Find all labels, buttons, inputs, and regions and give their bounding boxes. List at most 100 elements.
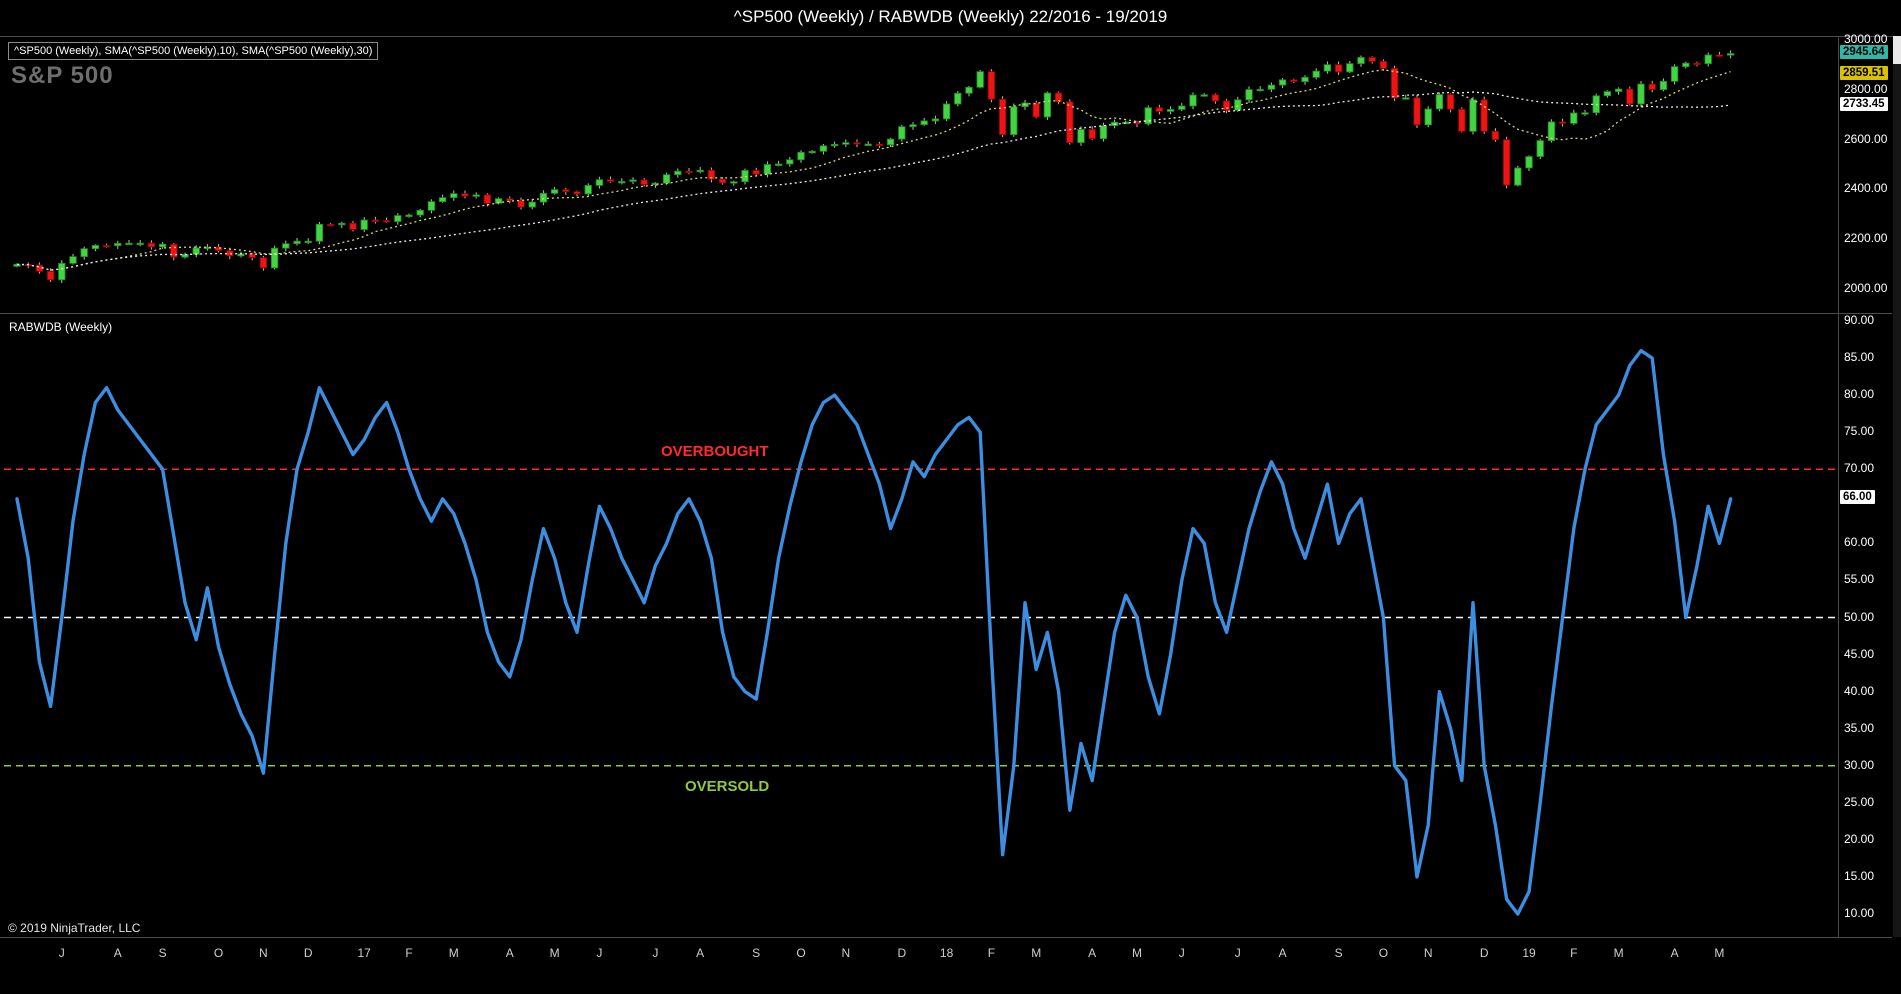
sma30-line [16,91,1731,271]
month-label: 19 [1522,946,1536,960]
candle [741,170,749,183]
month-label: A [696,946,705,960]
candle [651,182,660,186]
candle [472,194,480,197]
indicator-axis-tick: 15.00 [1844,868,1875,883]
price-axis-tick: 2400.00 [1844,181,1888,196]
candle [786,159,794,165]
candle [494,198,503,204]
time-axis[interactable]: J A S O N D 17 F M A M J J A S O N D 18 F M A M J J A S O N D 19 F M A M [0,937,1839,969]
candle [1637,83,1645,105]
candle [371,219,380,222]
candle [718,178,727,184]
candle [427,201,436,211]
candle [1178,105,1186,110]
candle [1603,91,1612,97]
candle [214,246,223,252]
indicator-axis-tick: 35.00 [1844,720,1875,735]
indicator-axis-tick: 75.00 [1844,424,1875,439]
candle [1088,128,1096,140]
candle [998,98,1007,136]
price-value-axis[interactable]: 3000.00 2800.00 2600.00 2400.00 2200.00 2000.… [1839,32,1893,937]
candle [1514,167,1522,186]
month-label: A [505,946,514,960]
indicator-value-badge: 66.00 [1840,489,1875,504]
candle [450,193,458,199]
candle [573,191,581,195]
candle [1234,99,1242,111]
month-label: J [1234,946,1241,960]
candle [1133,121,1141,125]
month-label: S [158,946,167,960]
scrollbar-thumb[interactable] [1893,36,1901,64]
month-label: A [1088,946,1097,960]
candle [1278,79,1287,86]
last-price-badge: 2945.64 [1840,44,1888,59]
candle [1099,125,1108,140]
indicator-axis-tick: 60.00 [1844,535,1875,550]
month-label: O [213,946,224,960]
candle [707,169,716,180]
candle [629,179,637,182]
month-label: M [448,946,459,960]
month-label: O [796,946,806,960]
candle [1334,64,1343,73]
candle [461,193,469,197]
price-axis-tick: 3000.00 [1844,32,1888,46]
indicator-axis-tick: 80.00 [1844,387,1875,402]
window-title-bar[interactable]: ^SP500 (Weekly) / RABWDB (Weekly) 22/201… [0,0,1901,34]
candle [886,138,895,146]
candle [1267,84,1276,90]
month-label: D [1479,946,1489,960]
candle [1200,94,1208,97]
candle [1010,106,1018,136]
candle [293,240,301,245]
candle [1021,102,1029,108]
candle [528,201,536,208]
candle [1570,112,1578,124]
candle [1077,128,1085,143]
candle [931,118,940,122]
candle [1323,64,1332,72]
candle [1525,156,1533,169]
candle [58,262,66,281]
month-label: S [752,946,761,960]
candle [1368,57,1376,62]
candle [338,222,346,226]
month-label: O [1378,946,1389,960]
candle [1693,62,1701,66]
indicator-axis-tick: 20.00 [1844,831,1875,846]
window-title: ^SP500 (Weekly) / RABWDB (Weekly) 22/201… [733,7,1168,26]
month-label: M [1714,946,1725,960]
candle [1390,67,1399,99]
candle [1670,66,1679,82]
candle [864,143,872,146]
candle [1469,99,1477,132]
candle [1413,97,1421,126]
candle [1424,108,1432,126]
candle [382,220,391,223]
candle [1043,92,1052,118]
candle [1166,109,1175,112]
candle [1435,94,1444,110]
candle [875,143,884,146]
vertical-scrollbar[interactable] [1893,36,1901,937]
copyright-text: © 2019 NinjaTrader, LLC [8,921,141,935]
candle [1379,61,1388,69]
indicator-axis-tick: 10.00 [1844,906,1875,920]
candle [438,197,447,203]
month-label: A [113,946,122,960]
candle [674,170,682,176]
candle [483,194,492,204]
month-label: J [58,946,65,960]
candle [942,103,951,120]
candle [797,151,805,161]
indicator-axis-tick: 25.00 [1844,794,1875,809]
candle [1245,89,1253,101]
price-axis-tick: 2600.00 [1844,131,1888,146]
price-axis-tick: 2200.00 [1844,231,1888,246]
month-label: 18 [939,946,954,960]
candle [606,179,615,182]
month-label: 17 [357,946,371,960]
